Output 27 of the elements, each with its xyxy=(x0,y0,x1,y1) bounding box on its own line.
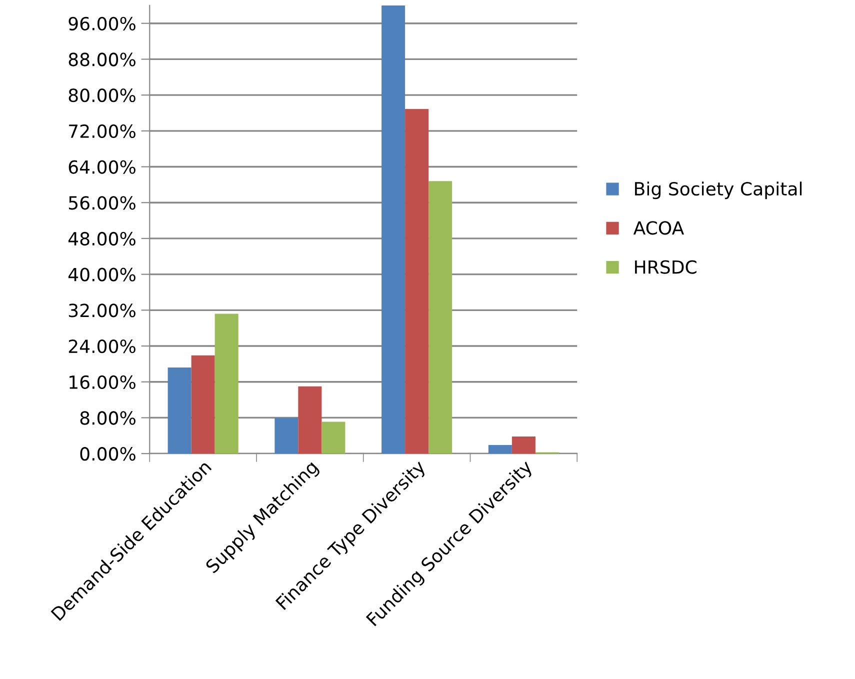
bar xyxy=(191,355,215,454)
y-tick-label: 56.00% xyxy=(68,196,136,210)
y-tick-label: 88.00% xyxy=(68,52,136,66)
legend-label: ACOA xyxy=(633,221,684,235)
y-tick-label: 72.00% xyxy=(69,124,136,138)
bar xyxy=(214,314,238,454)
y-tick-label: 96.00% xyxy=(68,16,136,30)
legend-label: Big Society Capital xyxy=(635,182,802,200)
bar xyxy=(405,108,429,454)
y-tick-label: 8.00% xyxy=(80,411,136,425)
y-tick-label: 16.00% xyxy=(70,375,136,389)
y-tick-label: 32.00% xyxy=(68,304,136,318)
y-tick-label: 80.00% xyxy=(68,88,136,102)
bar xyxy=(512,436,536,454)
bar xyxy=(274,418,298,454)
y-tick-label: 40.00% xyxy=(68,268,136,282)
bar xyxy=(428,181,452,454)
y-tick-label: 48.00% xyxy=(68,232,136,246)
y-tick-label: 24.00% xyxy=(68,339,136,354)
bar xyxy=(322,422,346,454)
bar xyxy=(298,386,322,454)
legend-label: HRSDC xyxy=(635,260,696,274)
bar xyxy=(382,5,406,454)
y-tick-label: 0.00% xyxy=(80,447,136,461)
bar xyxy=(488,445,512,454)
y-tick-label: 64.00% xyxy=(68,160,136,174)
bar xyxy=(168,368,192,454)
